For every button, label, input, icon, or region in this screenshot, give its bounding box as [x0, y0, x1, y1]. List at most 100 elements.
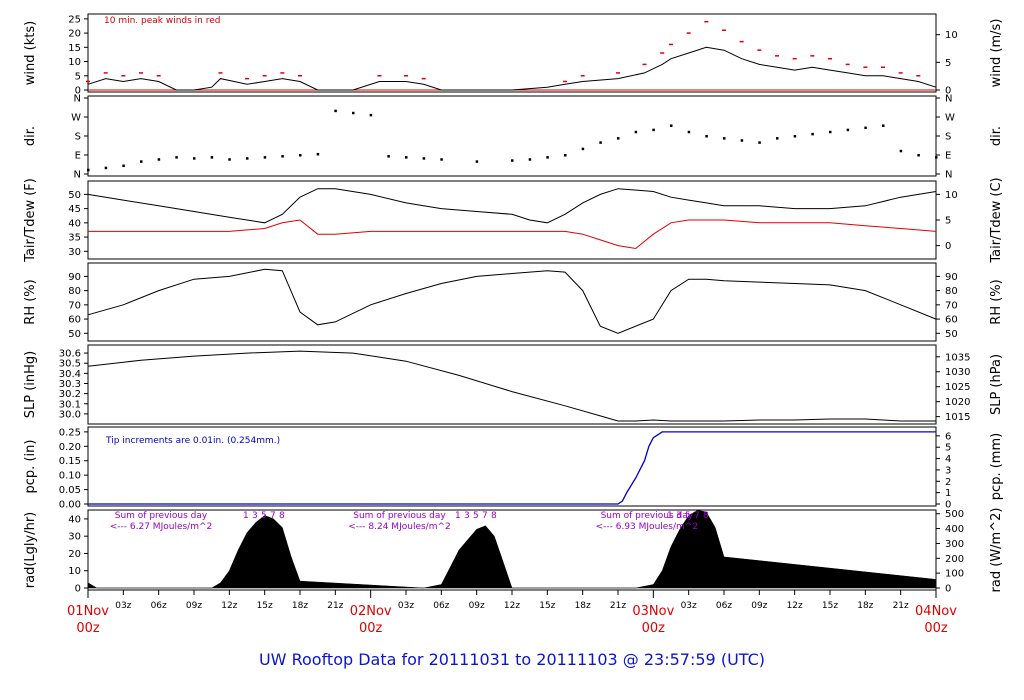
- ytick-label-left-temp: 35: [68, 233, 81, 244]
- dir-point: [122, 164, 125, 168]
- xdate-label: 02Nov: [350, 604, 392, 619]
- ytick-label-left-dir: W: [71, 113, 81, 124]
- panel-frame-slp: [87, 344, 937, 425]
- xtick-label: 15z: [822, 601, 838, 611]
- dir-point: [157, 158, 161, 161]
- rad-day-marker: 7: [694, 511, 700, 521]
- xtick-label: 18z: [857, 601, 873, 611]
- ytick-label-left-rad: 20: [68, 549, 81, 560]
- xdate-label: 01Nov: [67, 604, 109, 619]
- ylabel-left-pcp: pcp. (in): [23, 440, 38, 494]
- xdate-hour-label: 00z: [76, 621, 100, 636]
- ytick-label-left-temp: 45: [68, 204, 81, 215]
- rad-day-marker: 7: [270, 511, 276, 521]
- dir-point: [175, 156, 178, 159]
- ytick-label-left-rad: 40: [68, 514, 81, 525]
- dir-point: [511, 159, 514, 162]
- ylabel-right-slp: SLP (hPa): [989, 354, 1004, 415]
- panel-frame-rh: [87, 262, 937, 342]
- dir-point: [846, 128, 850, 132]
- ytick-label-left-slp: 30.1: [59, 399, 81, 410]
- dir-point: [899, 149, 903, 153]
- rad-annotation-line2: <--- 6.93 MJoules/m^2: [596, 522, 698, 532]
- dir-point: [281, 155, 284, 158]
- ytick-label-right-pcp: 2: [945, 477, 951, 488]
- ytick-label-right-rad: 400: [945, 524, 964, 535]
- ytick-label-right-rad: 0: [945, 584, 951, 595]
- dir-point: [228, 158, 231, 161]
- ytick-label-left-pcp: 0.20: [59, 442, 81, 453]
- ytick-label-left-wind: 20: [68, 29, 81, 40]
- dir-point: [687, 130, 691, 134]
- dir-point: [670, 124, 673, 127]
- xdate-hour-label: 00z: [642, 621, 666, 636]
- rad-annotation-line2: <--- 8.24 MJoules/m^2: [348, 522, 450, 532]
- dir-point: [793, 135, 797, 138]
- ytick-label-right-rh: 50: [945, 329, 958, 340]
- temp-dew-line: [88, 219, 937, 250]
- ytick-label-left-dir: N: [74, 94, 81, 105]
- xtick-label: 12z: [504, 601, 520, 611]
- xdate-hour-label: 00z: [359, 621, 383, 636]
- dir-point: [422, 157, 426, 160]
- xtick-label: 03z: [398, 601, 414, 611]
- rad-annotation-line2: <--- 6.27 MJoules/m^2: [110, 522, 212, 532]
- ytick-label-left-slp: 30.3: [59, 379, 81, 390]
- dir-point: [758, 141, 761, 144]
- dir-point: [811, 132, 814, 136]
- ylabel-right-rh: RH (%): [989, 279, 1004, 324]
- ytick-label-left-slp: 30.4: [59, 369, 81, 380]
- temp-air-line: [87, 188, 937, 224]
- ytick-label-right-pcp: 6: [945, 431, 951, 442]
- dir-point: [723, 137, 726, 140]
- rad-annotation-line1: Sum of previous day: [115, 511, 208, 521]
- ytick-label-left-pcp: 0.00: [59, 500, 81, 511]
- ylabel-right-dir: dir.: [989, 126, 1004, 146]
- ytick-label-right-temp: 0: [945, 241, 951, 252]
- rad-day-marker: 5: [261, 511, 267, 521]
- ytick-label-left-dir: N: [74, 170, 81, 181]
- ytick-label-left-rh: 60: [68, 315, 81, 326]
- ylabel-right-wind: wind (m/s): [989, 19, 1004, 88]
- xtick-label: 03z: [115, 601, 131, 611]
- ytick-label-left-rh: 50: [68, 329, 81, 340]
- chart-title: UW Rooftop Data for 20111031 to 20111103…: [258, 650, 766, 669]
- ytick-label-left-slp: 30.0: [59, 409, 81, 420]
- dir-point: [440, 158, 443, 161]
- ytick-label-left-rh: 80: [68, 286, 81, 297]
- rad-day-marker: 7: [482, 511, 488, 521]
- ytick-label-right-rh: 80: [945, 286, 958, 297]
- xtick-label: 06z: [433, 601, 449, 611]
- rad-annotation-line1: Sum of previous day: [601, 511, 694, 521]
- xtick-label: 12z: [787, 601, 803, 611]
- ylabel-right-pcp: pcp. (mm): [989, 433, 1004, 500]
- dir-point: [352, 111, 355, 115]
- ytick-label-right-dir: N: [945, 94, 952, 105]
- dir-point: [387, 155, 390, 158]
- ytick-label-right-slp: 1035: [945, 352, 970, 363]
- rad-day-marker: 8: [491, 511, 497, 521]
- ylabel-left-dir: dir.: [23, 126, 38, 146]
- xtick-label: 06z: [151, 601, 167, 611]
- dir-point: [87, 168, 90, 172]
- dir-point: [246, 157, 249, 160]
- ytick-label-left-pcp: 0.25: [59, 427, 81, 438]
- xtick-label: 12z: [221, 601, 237, 611]
- dir-point: [917, 154, 920, 157]
- ytick-label-left-rh: 90: [68, 272, 81, 283]
- ytick-label-right-rad: 100: [945, 569, 964, 580]
- ytick-label-right-dir: E: [945, 151, 951, 162]
- dir-point: [546, 156, 549, 159]
- rad-day-marker: 1: [455, 511, 461, 521]
- ytick-label-left-wind: 10: [68, 57, 81, 68]
- dir-point: [634, 130, 638, 134]
- wind-annotation: 10 min. peak winds in red: [104, 16, 221, 26]
- xtick-label: 18z: [575, 601, 591, 611]
- ytick-label-left-slp: 30.5: [59, 359, 81, 370]
- dir-point: [740, 139, 744, 142]
- dir-point: [564, 154, 567, 157]
- dir-point: [705, 135, 708, 138]
- rad-area: [87, 510, 937, 589]
- ytick-label-right-slp: 1025: [945, 382, 970, 393]
